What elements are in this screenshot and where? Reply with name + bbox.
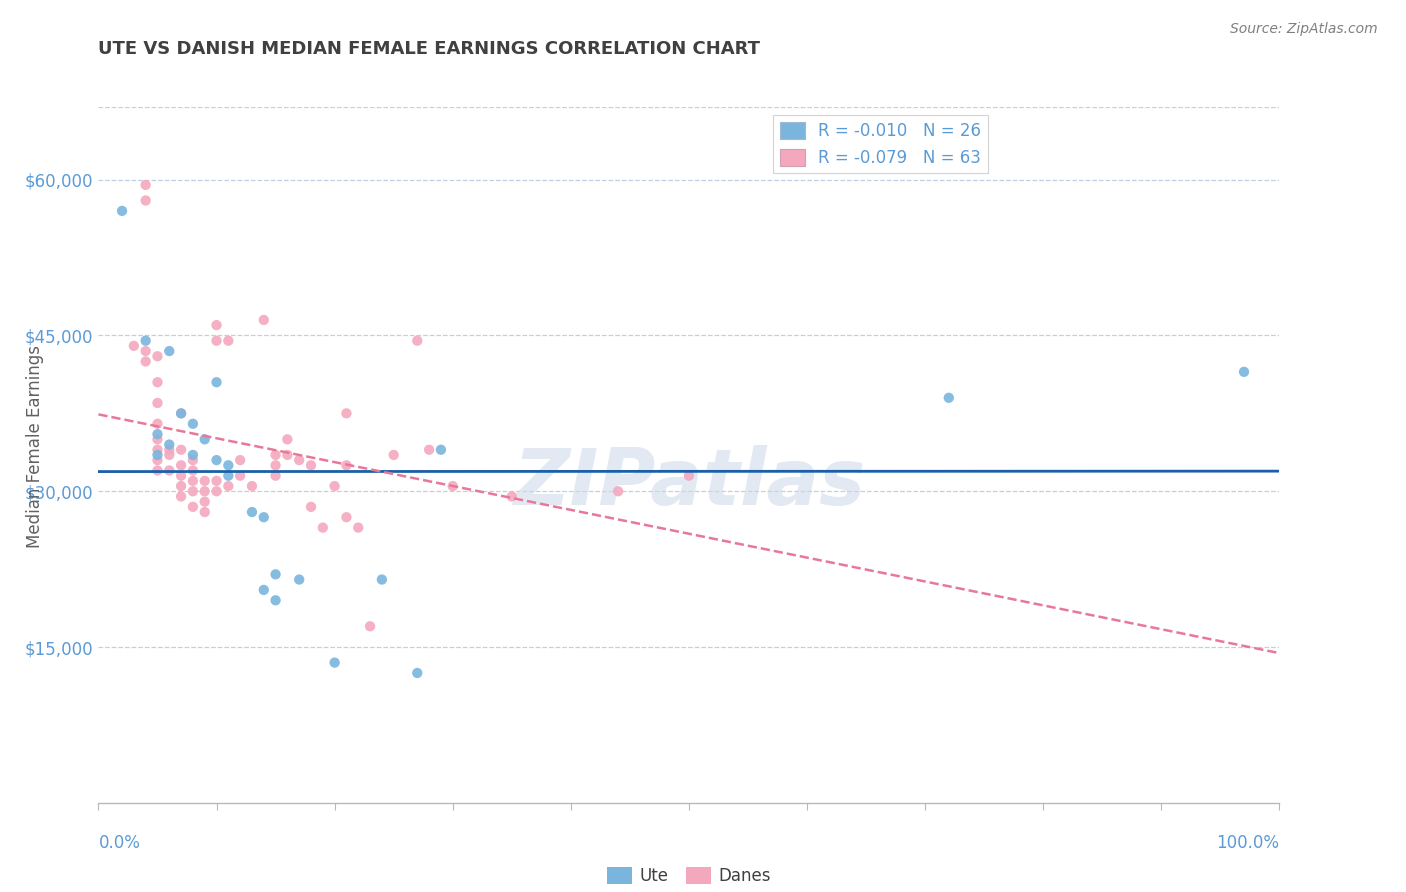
Point	[359, 619, 381, 633]
Point	[157, 442, 180, 457]
Point	[253, 510, 276, 524]
Point	[264, 468, 287, 483]
Point	[146, 427, 169, 442]
Point	[111, 203, 134, 218]
Point	[157, 437, 180, 451]
Point	[135, 344, 157, 359]
Point	[323, 479, 346, 493]
Point	[181, 448, 204, 462]
Point	[229, 453, 252, 467]
Point	[205, 453, 228, 467]
Point	[217, 334, 239, 348]
Point	[146, 442, 169, 457]
Point	[157, 463, 180, 477]
Point	[135, 178, 157, 192]
Point	[181, 484, 204, 499]
Point	[205, 376, 228, 390]
Point	[607, 484, 630, 499]
Point	[135, 194, 157, 208]
Point	[122, 339, 145, 353]
Point	[194, 505, 217, 519]
Point	[288, 453, 311, 467]
Point	[335, 510, 357, 524]
Point	[181, 474, 204, 488]
Point	[678, 468, 700, 483]
Point	[371, 573, 394, 587]
Point	[181, 453, 204, 467]
Point	[170, 458, 193, 473]
Point	[157, 344, 180, 359]
Point	[253, 313, 276, 327]
Point	[323, 656, 346, 670]
Point	[170, 442, 193, 457]
Point	[264, 593, 287, 607]
Point	[146, 448, 169, 462]
Point	[312, 520, 335, 534]
Text: 100.0%: 100.0%	[1216, 834, 1279, 852]
Point	[194, 484, 217, 499]
Point	[146, 463, 169, 477]
Text: UTE VS DANISH MEDIAN FEMALE EARNINGS CORRELATION CHART: UTE VS DANISH MEDIAN FEMALE EARNINGS COR…	[98, 40, 761, 58]
Point	[146, 396, 169, 410]
Point	[170, 406, 193, 420]
Point	[217, 458, 239, 473]
Point	[135, 334, 157, 348]
Point	[288, 573, 311, 587]
Point	[146, 433, 169, 447]
Point	[217, 479, 239, 493]
Point	[299, 500, 322, 514]
Point	[194, 474, 217, 488]
Point	[264, 458, 287, 473]
Point	[418, 442, 440, 457]
Point	[146, 349, 169, 363]
Legend: R = -0.010   N = 26, R = -0.079   N = 63: R = -0.010 N = 26, R = -0.079 N = 63	[773, 115, 987, 173]
Point	[181, 463, 204, 477]
Point	[264, 567, 287, 582]
Point	[170, 490, 193, 504]
Point	[276, 448, 298, 462]
Point	[406, 665, 429, 680]
Point	[253, 582, 276, 597]
Point	[194, 494, 217, 508]
Point	[135, 354, 157, 368]
Point	[217, 468, 239, 483]
Point	[264, 448, 287, 462]
Point	[347, 520, 370, 534]
Text: Source: ZipAtlas.com: Source: ZipAtlas.com	[1230, 22, 1378, 37]
Point	[229, 468, 252, 483]
Point	[335, 406, 357, 420]
Point	[146, 376, 169, 390]
Point	[335, 458, 357, 473]
Point	[441, 479, 464, 493]
Point	[299, 458, 322, 473]
Point	[194, 433, 217, 447]
Text: Median Female Earnings: Median Female Earnings	[27, 344, 44, 548]
Point	[205, 318, 228, 332]
Point	[146, 453, 169, 467]
Point	[240, 505, 263, 519]
Point	[501, 490, 523, 504]
Point	[146, 417, 169, 431]
Point	[240, 479, 263, 493]
Point	[181, 417, 204, 431]
Point	[170, 468, 193, 483]
Point	[382, 448, 405, 462]
Point	[406, 334, 429, 348]
Point	[157, 448, 180, 462]
Point	[170, 479, 193, 493]
Point	[1233, 365, 1256, 379]
Point	[205, 484, 228, 499]
Point	[205, 474, 228, 488]
Point	[170, 406, 193, 420]
Text: ZIPatlas: ZIPatlas	[513, 445, 865, 521]
Text: 0.0%: 0.0%	[98, 834, 141, 852]
Point	[181, 500, 204, 514]
Point	[938, 391, 960, 405]
Point	[205, 334, 228, 348]
Point	[430, 442, 453, 457]
Point	[276, 433, 298, 447]
